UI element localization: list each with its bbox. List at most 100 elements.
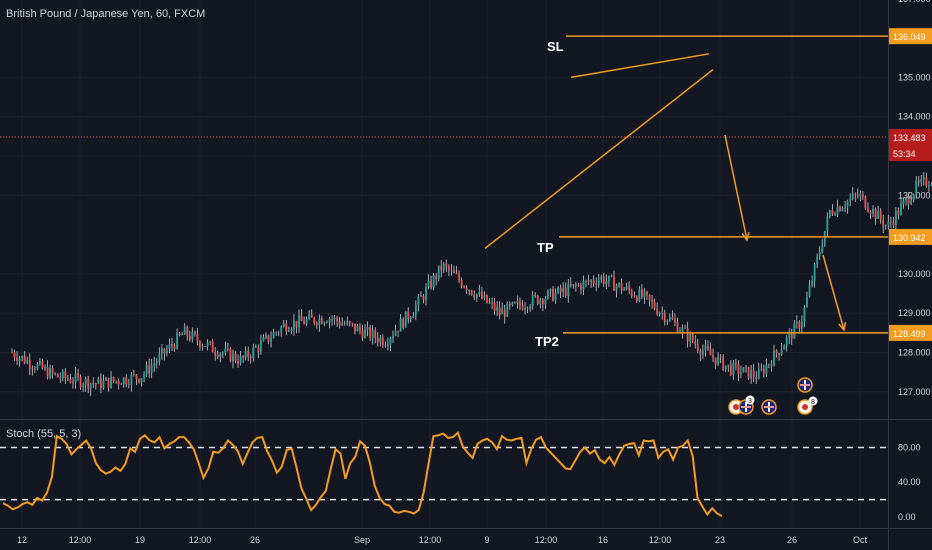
price-tick-label: 128.000 — [898, 348, 931, 358]
candle-body — [659, 313, 661, 314]
candle-body — [301, 316, 303, 321]
candle-body — [197, 334, 199, 341]
candle-body — [722, 356, 724, 370]
candle-body — [57, 374, 59, 377]
candle-body — [765, 365, 767, 374]
price-tick-label: 135.000 — [898, 72, 931, 82]
candle-body — [758, 370, 760, 379]
candle-body — [214, 352, 216, 354]
candle-body — [461, 280, 463, 286]
candle-body — [113, 377, 115, 381]
candle-body — [433, 275, 435, 287]
candle-body — [115, 381, 117, 382]
candle-body — [918, 181, 920, 183]
candle-body — [611, 276, 613, 277]
time-tick-label: 19 — [135, 535, 145, 545]
candle-body — [392, 336, 394, 339]
candle-body — [570, 284, 572, 287]
candle-body — [346, 321, 348, 324]
candle-body — [47, 367, 49, 378]
candle-body — [811, 281, 813, 285]
candle-body — [235, 354, 237, 361]
candle-body — [882, 220, 884, 227]
candle-body — [603, 277, 605, 284]
candle-body — [593, 280, 595, 283]
candle-body — [105, 378, 107, 381]
time-tick-label: 26 — [787, 535, 797, 545]
candle-body — [727, 365, 729, 366]
candle-body — [410, 318, 412, 319]
candle-body — [87, 378, 89, 389]
event-badge-jp-2-dot — [802, 404, 808, 410]
candle-body — [14, 353, 16, 358]
candle-body — [158, 354, 160, 362]
candle-body — [684, 328, 686, 329]
candle-body — [636, 297, 638, 301]
event-count-2: 8 — [811, 399, 815, 406]
candle-body — [837, 207, 839, 215]
candle-body — [473, 295, 475, 298]
candle-body — [623, 289, 625, 291]
candle-body — [600, 277, 602, 280]
candle-body — [29, 360, 31, 368]
candle-body — [527, 308, 529, 309]
candle-body — [377, 338, 379, 342]
candle-body — [448, 266, 450, 270]
candle-body — [738, 364, 740, 374]
candle-body — [923, 177, 925, 179]
candle-body — [819, 252, 821, 256]
candle-body — [324, 323, 326, 324]
candle-body — [524, 308, 526, 310]
candle-body — [36, 364, 38, 369]
candle-body — [425, 287, 427, 299]
candle-body — [666, 321, 668, 322]
candle-body — [227, 348, 229, 349]
candle-body — [694, 341, 696, 344]
candle-body — [136, 374, 138, 378]
candle-body — [250, 357, 252, 358]
candle-body — [390, 338, 392, 344]
candle-body — [550, 289, 552, 291]
candle-body — [70, 379, 72, 382]
candle-body — [458, 274, 460, 280]
candle-body — [809, 285, 811, 296]
candle-body — [242, 356, 244, 358]
candle-body — [280, 327, 282, 333]
candle-body — [151, 366, 153, 374]
candle-body — [283, 323, 285, 326]
time-tick-label: 16 — [598, 535, 608, 545]
candle-body — [519, 301, 521, 305]
candle-body — [372, 330, 374, 338]
candle-body — [768, 364, 770, 365]
candle-body — [633, 296, 635, 297]
candle-body — [705, 346, 707, 351]
candle-body — [509, 304, 511, 306]
candle-body — [798, 322, 800, 329]
candle-body — [511, 302, 513, 305]
candle-body — [826, 217, 828, 231]
candle-body — [865, 196, 867, 208]
price-tag-current: 133.483 — [893, 133, 926, 143]
candle-body — [654, 302, 656, 309]
candle-body — [760, 369, 762, 370]
candle-body — [255, 347, 257, 348]
candle-body — [130, 375, 132, 386]
candle-body — [699, 351, 701, 355]
candle-body — [118, 381, 120, 384]
candle-body — [212, 342, 214, 353]
candle-body — [339, 321, 341, 325]
candle-body — [471, 290, 473, 294]
candle-body — [110, 377, 112, 388]
candle-body — [763, 369, 765, 374]
candle-body — [293, 321, 295, 329]
candle-body — [156, 362, 158, 364]
candle-body — [638, 289, 640, 301]
candle-body — [316, 323, 318, 325]
candle-body — [278, 332, 280, 333]
candle-body — [260, 341, 262, 352]
candle-body — [481, 292, 483, 299]
price-tag-tp: 130.942 — [893, 233, 926, 243]
tp-label: TP — [537, 240, 554, 255]
